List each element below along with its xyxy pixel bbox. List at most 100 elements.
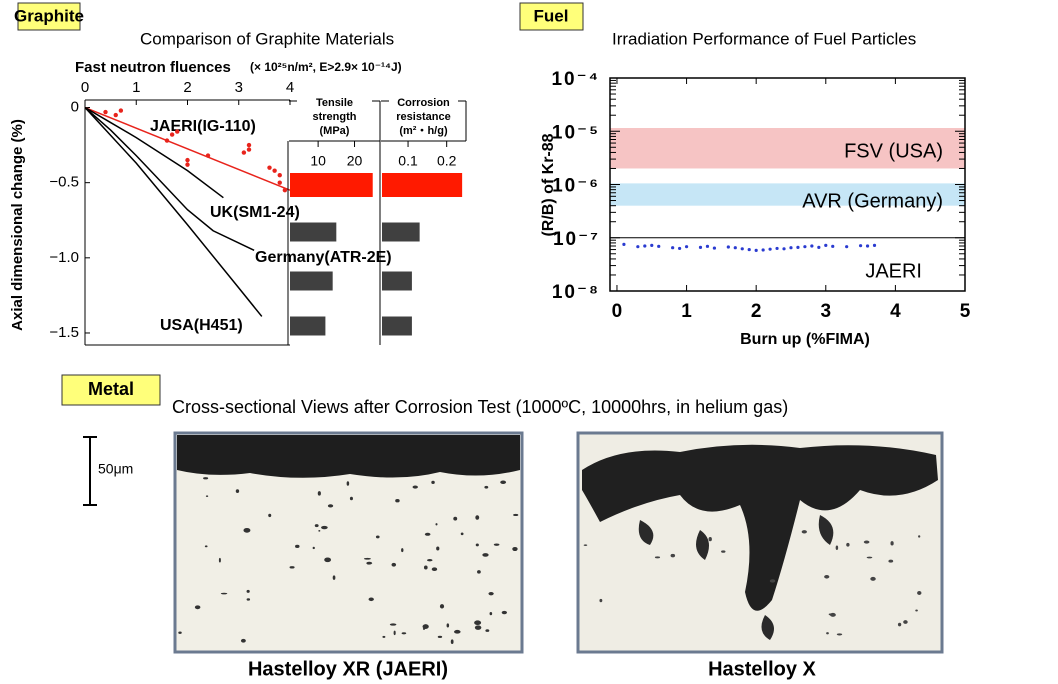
inclusion — [655, 556, 660, 558]
inclusion — [178, 632, 181, 634]
inclusion — [366, 562, 372, 565]
data-point — [789, 246, 792, 249]
data-point — [242, 150, 246, 154]
inclusion — [321, 526, 328, 529]
data-point — [824, 244, 827, 247]
micrograph — [175, 433, 522, 652]
data-point — [185, 162, 189, 166]
inclusion — [475, 515, 479, 519]
inclusion — [401, 548, 403, 552]
inclusion — [836, 546, 839, 550]
section-title: Irradiation Performance of Fuel Particle… — [612, 29, 916, 48]
inclusion — [402, 632, 407, 634]
section-title: Comparison of Graphite Materials — [140, 29, 394, 48]
y-tick-label: 10⁻⁶ — [552, 176, 600, 197]
x-tick-label: 20 — [347, 153, 363, 169]
inclusion — [837, 633, 842, 635]
inclusion — [484, 486, 488, 489]
inclusion — [440, 604, 444, 608]
micrograph — [578, 433, 942, 652]
inclusion — [447, 623, 450, 627]
data-point — [741, 247, 744, 250]
inclusion — [903, 620, 908, 624]
y-tick-label: −1.0 — [49, 249, 79, 266]
data-point — [831, 245, 834, 248]
data-point — [727, 245, 730, 248]
data-point — [206, 153, 210, 157]
inclusion — [369, 597, 374, 601]
section-label: Fuel — [534, 6, 569, 25]
inclusion — [826, 632, 829, 634]
data-point — [762, 248, 765, 251]
panel-title: strength — [313, 111, 357, 123]
slide: Graphite Comparison of Graphite Material… — [0, 0, 1058, 684]
x-tick-label: 0 — [81, 79, 89, 96]
y-axis-label: Axial dimensional change (%) — [9, 119, 26, 331]
bar — [290, 317, 325, 336]
chart-title: Fast neutron fluences — [75, 59, 231, 76]
inclusion — [474, 620, 481, 625]
data-point — [803, 245, 806, 248]
bar — [290, 173, 373, 197]
inclusion — [475, 625, 481, 630]
inclusion — [870, 577, 875, 581]
inclusion — [318, 530, 320, 532]
inclusion — [313, 547, 315, 549]
series-label: Germany(ATR-2E) — [255, 249, 392, 266]
series-label: USA(H451) — [160, 317, 243, 334]
y-tick-label: 10⁻⁷ — [553, 229, 600, 250]
inclusion — [867, 557, 873, 559]
scale-label: 50μm — [98, 461, 133, 477]
inclusion — [802, 530, 807, 533]
y-tick-label: 10⁻⁸ — [552, 282, 600, 303]
data-point — [699, 246, 702, 249]
x-tick-label: 0 — [612, 301, 623, 322]
data-point — [755, 249, 758, 252]
inclusion — [290, 566, 295, 568]
inclusion — [247, 598, 250, 600]
data-point — [671, 246, 674, 249]
inclusion — [315, 524, 319, 527]
inclusion — [453, 517, 457, 521]
inclusion — [476, 543, 479, 546]
bar — [382, 317, 412, 336]
inclusion — [721, 550, 725, 552]
data-point — [643, 244, 646, 247]
data-point — [278, 180, 282, 184]
x-tick-label: 10 — [310, 153, 326, 169]
band-label: AVR (Germany) — [802, 190, 943, 212]
inclusion — [709, 537, 712, 541]
inclusion — [890, 541, 893, 545]
data-point — [859, 244, 862, 247]
inclusion — [347, 481, 350, 486]
inclusion — [599, 599, 602, 602]
inclusion — [454, 630, 461, 634]
data-point — [272, 168, 276, 172]
data-point — [247, 147, 251, 151]
data-point — [817, 246, 820, 249]
inclusion — [438, 636, 442, 638]
inclusion — [918, 535, 920, 537]
inclusion — [898, 623, 901, 627]
inclusion — [221, 593, 227, 595]
inclusion — [206, 495, 208, 497]
inclusion — [268, 514, 271, 517]
data-point — [678, 247, 681, 250]
data-point — [748, 248, 751, 251]
inclusion — [488, 592, 493, 595]
inclusion — [328, 504, 333, 507]
panel-title: resistance — [396, 111, 450, 123]
inclusion — [671, 554, 675, 557]
inclusion — [513, 514, 518, 516]
band-label: FSV (USA) — [844, 140, 943, 162]
inclusion — [219, 558, 221, 563]
inclusion — [376, 535, 380, 538]
inclusion — [915, 610, 918, 612]
inclusion — [770, 579, 775, 582]
inclusion — [395, 499, 399, 502]
data-point — [845, 245, 848, 248]
bar — [382, 223, 420, 242]
panel-title: (m²・h/g) — [399, 125, 448, 137]
inclusion — [392, 563, 397, 567]
data-point — [657, 245, 660, 248]
